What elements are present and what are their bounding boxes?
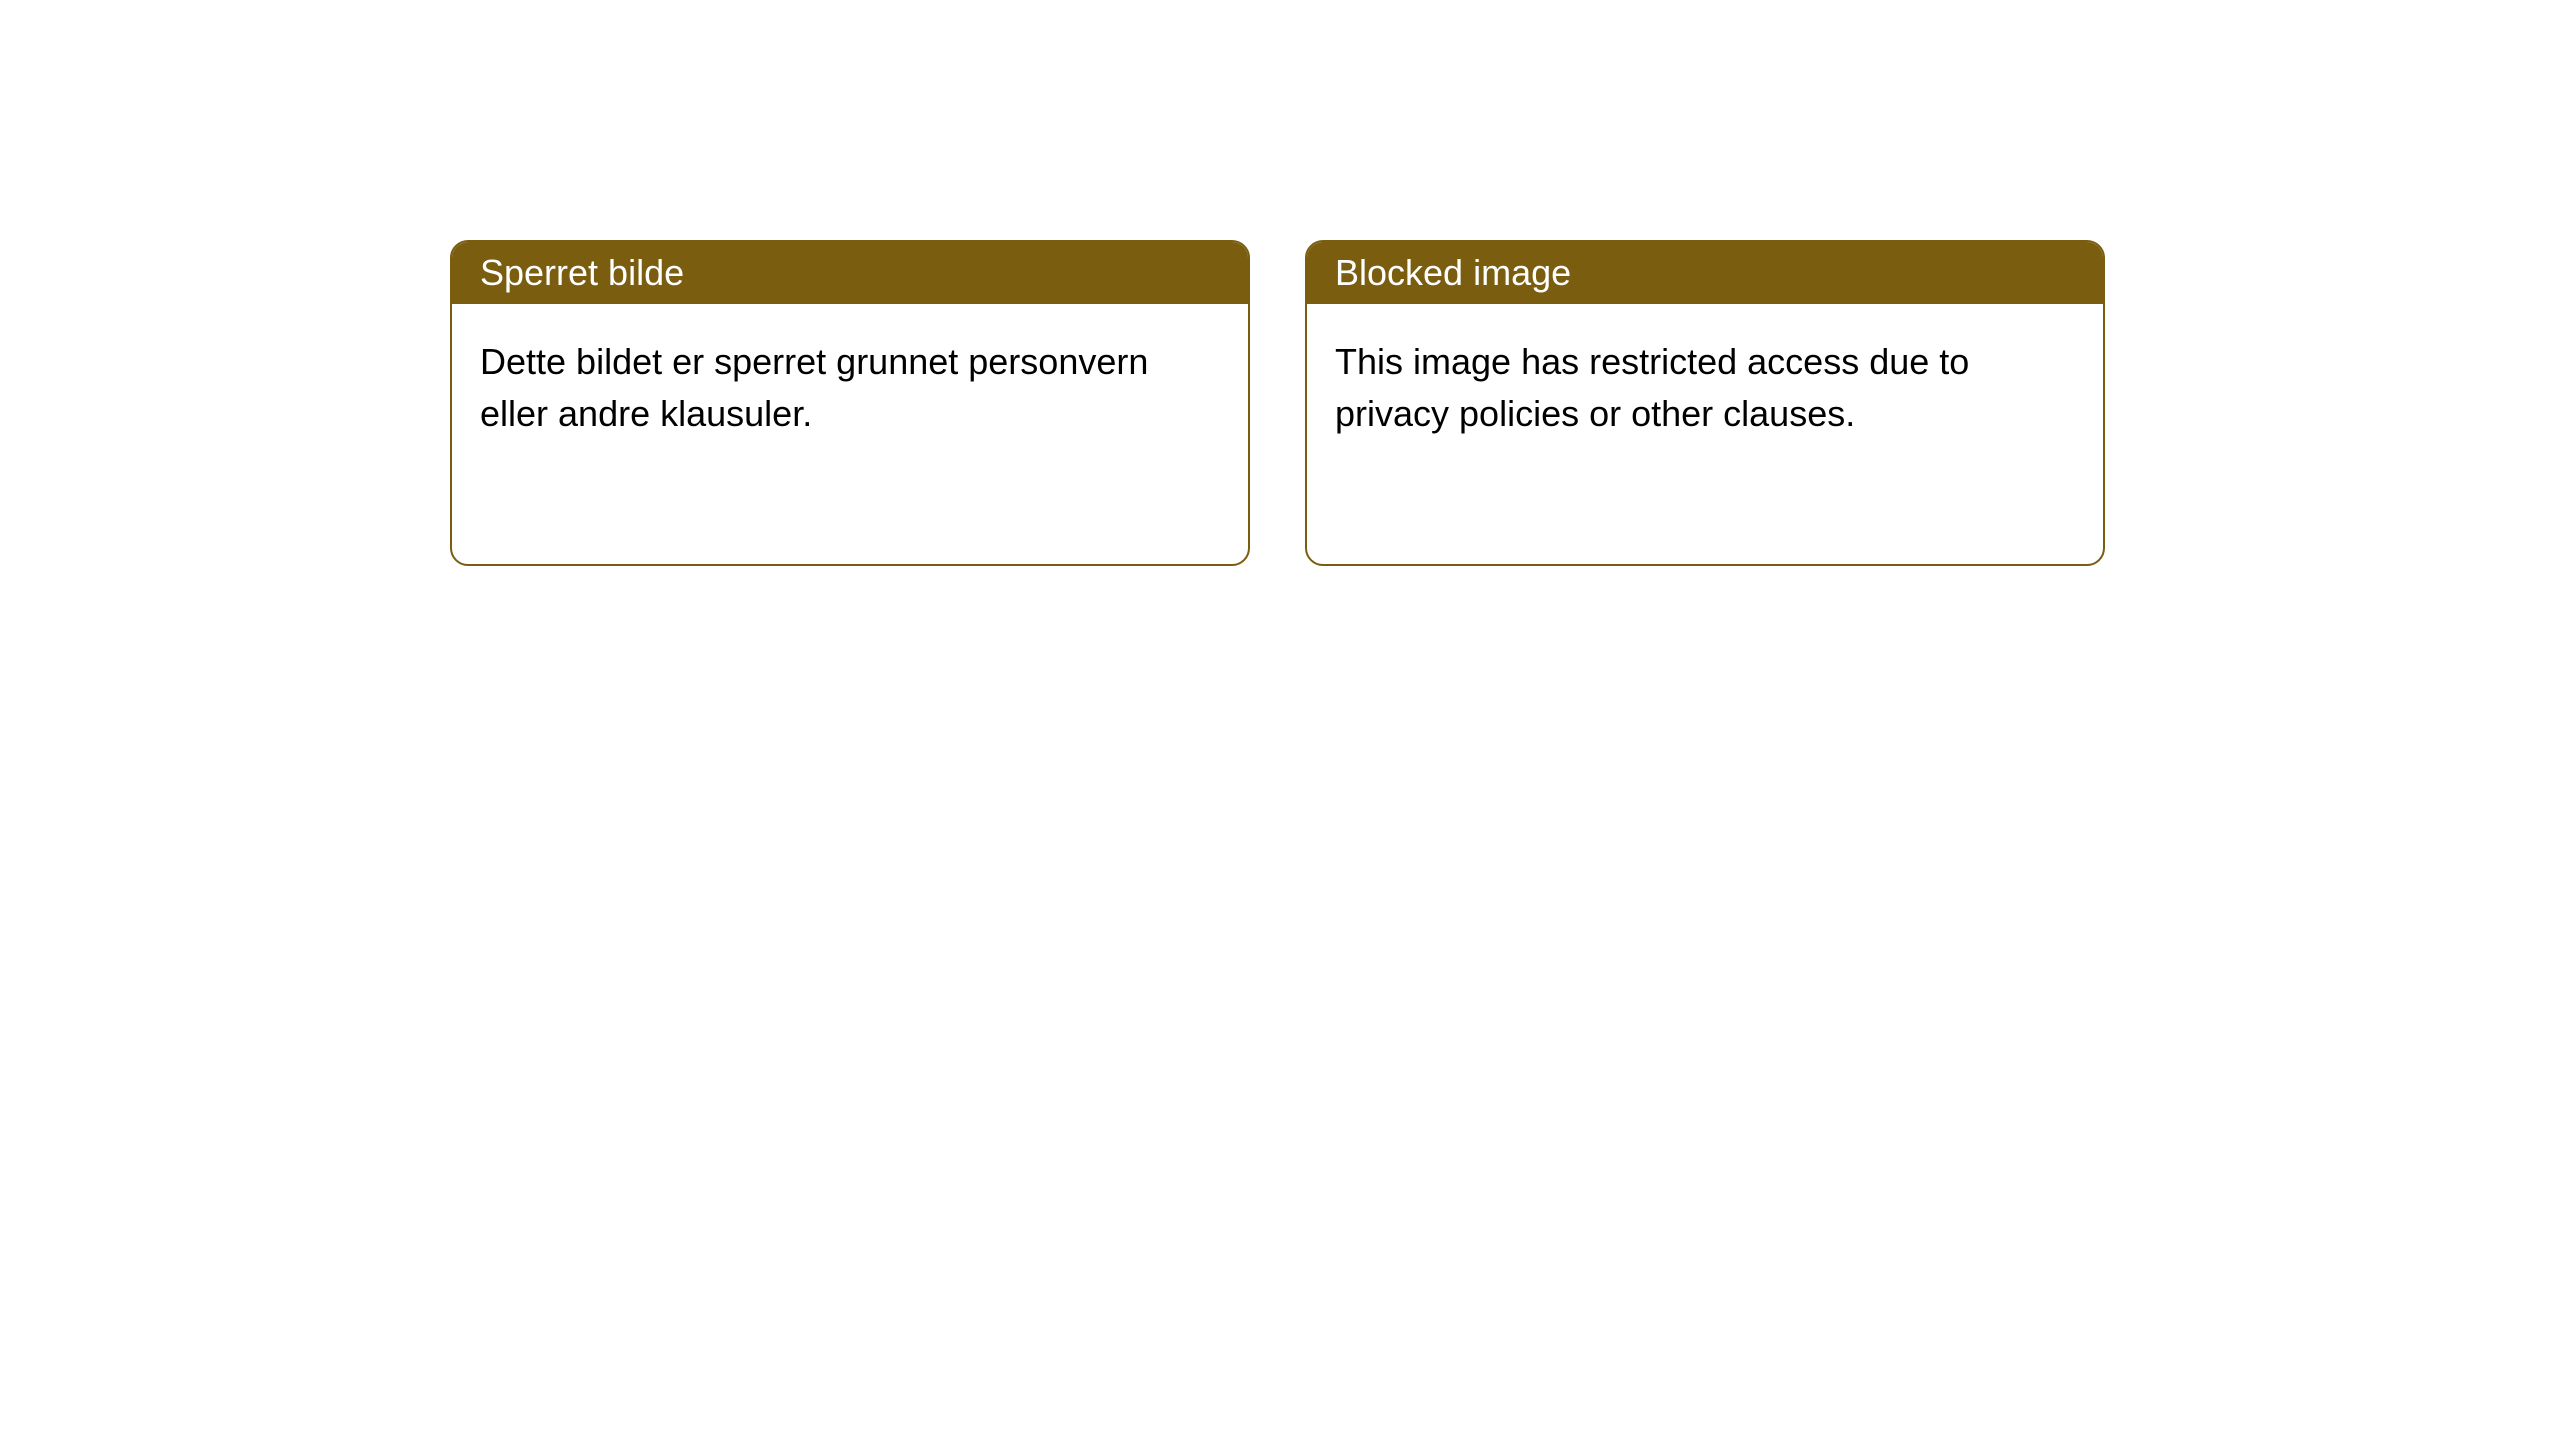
blocked-image-body-en: This image has restricted access due to … [1307,304,2103,564]
blocked-image-card-no: Sperret bilde Dette bildet er sperret gr… [450,240,1250,566]
blocked-image-title-en: Blocked image [1307,242,2103,304]
blocked-image-card-en: Blocked image This image has restricted … [1305,240,2105,566]
blocked-image-body-no: Dette bildet er sperret grunnet personve… [452,304,1248,564]
blocked-image-title-no: Sperret bilde [452,242,1248,304]
notice-container: Sperret bilde Dette bildet er sperret gr… [0,0,2560,566]
